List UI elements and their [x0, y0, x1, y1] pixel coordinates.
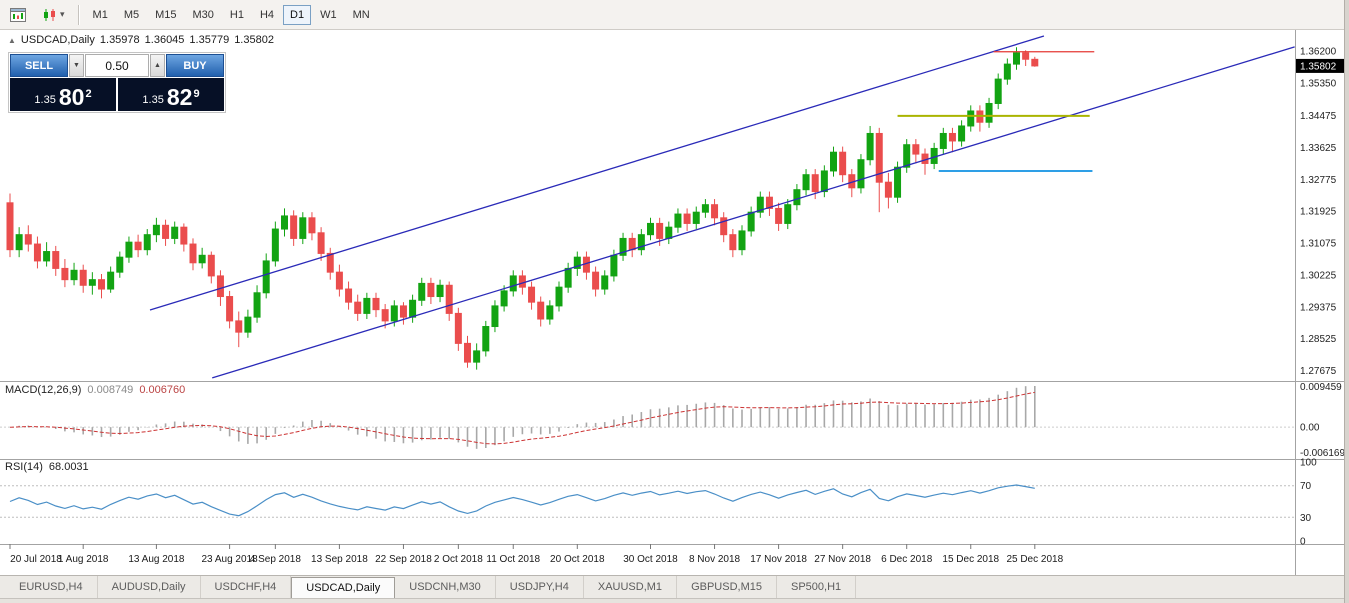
macd-signal-value: 0.006760 [139, 384, 186, 396]
one-click-trading-panel: SELL ▼ ▲ BUY 1.35 80 2 1.35 82 9 [8, 52, 226, 113]
macd-name: MACD(12,26,9) [5, 384, 82, 396]
chart-tab-usdcnh[interactable]: USDCNH,M30 [395, 576, 496, 598]
svg-text:1.30225: 1.30225 [1300, 270, 1337, 281]
svg-text:6 Dec 2018: 6 Dec 2018 [881, 554, 933, 565]
toolbar-separator [77, 4, 80, 25]
chart-symbol-label: USDCAD,Daily [20, 34, 95, 46]
svg-text:30 Oct 2018: 30 Oct 2018 [623, 554, 678, 565]
svg-text:1.36200: 1.36200 [1300, 46, 1337, 57]
timeframe-group: M1 M5 M15 M30 H1 H4 D1 W1 MN [85, 4, 378, 25]
svg-text:30: 30 [1300, 513, 1312, 524]
svg-text:23 Aug 2018: 23 Aug 2018 [202, 554, 259, 565]
ohlc-open: 1.35978 [99, 34, 140, 46]
svg-text:0.009459: 0.009459 [1300, 382, 1342, 393]
ask-big-digits: 82 [166, 84, 193, 110]
svg-text:1.31925: 1.31925 [1300, 207, 1337, 218]
bid-price-display[interactable]: 1.35 80 2 [10, 78, 116, 111]
chart-window-glyph [10, 7, 26, 22]
chart-tab-audusd[interactable]: AUDUSD,Daily [98, 576, 201, 598]
timeframe-mn-button[interactable]: MN [346, 5, 377, 25]
ask-price-display[interactable]: 1.35 82 9 [118, 78, 224, 111]
chart-tab-gbpusd[interactable]: GBPUSD,M15 [677, 576, 777, 598]
chart-title: ▲ USDCAD,Daily 1.35978 1.36045 1.35779 1… [8, 34, 274, 46]
ohlc-high: 1.36045 [144, 34, 185, 46]
svg-text:20 Oct 2018: 20 Oct 2018 [550, 554, 605, 565]
svg-text:1.34475: 1.34475 [1300, 111, 1337, 122]
chart-tab-xauusd[interactable]: XAUUSD,M1 [584, 576, 678, 598]
bid-prefix: 1.35 [34, 94, 56, 106]
svg-text:1.28525: 1.28525 [1300, 334, 1337, 345]
svg-text:0.00: 0.00 [1300, 423, 1320, 434]
lot-size-input[interactable] [85, 54, 149, 77]
status-bar-sliver [0, 598, 1349, 603]
timeframe-m15-button[interactable]: M15 [148, 5, 183, 25]
svg-text:25 Dec 2018: 25 Dec 2018 [1006, 554, 1063, 565]
svg-text:1.27675: 1.27675 [1300, 366, 1337, 377]
svg-text:1.31075: 1.31075 [1300, 239, 1337, 250]
ask-pipette: 9 [193, 88, 200, 100]
svg-text:2 Oct 2018: 2 Oct 2018 [434, 554, 483, 565]
timeframe-h1-button[interactable]: H1 [223, 5, 251, 25]
chart-style-dropdown[interactable]: ▾ [35, 4, 72, 26]
svg-text:15 Dec 2018: 15 Dec 2018 [942, 554, 999, 565]
svg-text:1.29375: 1.29375 [1300, 302, 1337, 313]
bid-pipette: 2 [85, 88, 92, 100]
svg-text:1.33625: 1.33625 [1300, 143, 1337, 154]
svg-text:8 Nov 2018: 8 Nov 2018 [689, 554, 741, 565]
timeframe-h4-button[interactable]: H4 [253, 5, 281, 25]
timeframe-m5-button[interactable]: M5 [117, 5, 146, 25]
ask-prefix: 1.35 [142, 94, 164, 106]
chart-tab-eurusd[interactable]: EURUSD,H4 [5, 576, 98, 598]
svg-text:70: 70 [1300, 481, 1312, 492]
buy-button[interactable]: BUY [166, 54, 224, 77]
svg-text:13 Sep 2018: 13 Sep 2018 [311, 554, 368, 565]
svg-text:1.32775: 1.32775 [1300, 175, 1337, 186]
ohlc-close: 1.35802 [234, 34, 274, 46]
svg-text:27 Nov 2018: 27 Nov 2018 [814, 554, 871, 565]
svg-text:22 Sep 2018: 22 Sep 2018 [375, 554, 432, 565]
lot-increase-button[interactable]: ▲ [150, 54, 165, 77]
svg-text:100: 100 [1300, 458, 1317, 469]
rsi-pane-label: RSI(14) 68.0031 [5, 461, 89, 473]
svg-text:4 Sep 2018: 4 Sep 2018 [250, 554, 302, 565]
bid-big-digits: 80 [58, 84, 85, 110]
timeframe-m30-button[interactable]: M30 [186, 5, 221, 25]
one-click-collapse-button[interactable]: ▲ [8, 35, 16, 45]
chart-tab-usdchf[interactable]: USDCHF,H4 [201, 576, 292, 598]
timeframe-m1-button[interactable]: M1 [86, 5, 115, 25]
lot-size-spinner: ▼ ▲ [69, 54, 165, 77]
svg-text:1.35350: 1.35350 [1300, 78, 1337, 89]
window-right-border [1344, 0, 1349, 603]
timeframe-d1-button[interactable]: D1 [283, 4, 312, 25]
macd-value: 0.008749 [87, 384, 134, 396]
ohlc-low: 1.35779 [189, 34, 230, 46]
chart-tab-usdjpy[interactable]: USDJPY,H4 [496, 576, 584, 598]
macd-pane-label: MACD(12,26,9) 0.008749 0.006760 [5, 384, 185, 396]
price-chart-canvas[interactable]: 1.36200 1.35350 1.34475 1.33625 1.32775 1.319… [0, 30, 1349, 575]
lot-decrease-button[interactable]: ▼ [69, 54, 84, 77]
svg-text:13 Aug 2018: 13 Aug 2018 [128, 554, 185, 565]
chart-window-icon[interactable] [3, 4, 33, 26]
svg-text:1 Aug 2018: 1 Aug 2018 [58, 554, 109, 565]
rsi-name: RSI(14) [5, 461, 43, 473]
chart-tab-usdcad[interactable]: USDCAD,Daily [291, 577, 396, 598]
svg-text:-0.006169: -0.006169 [1300, 448, 1345, 459]
chart-tab-sp500[interactable]: SP500,H1 [777, 576, 857, 598]
svg-text:20 Jul 2018: 20 Jul 2018 [10, 554, 62, 565]
sell-button[interactable]: SELL [10, 54, 68, 77]
candlestick-style-icon [44, 8, 55, 21]
chevron-down-icon: ▾ [60, 9, 65, 19]
timeframe-w1-button[interactable]: W1 [313, 5, 344, 25]
svg-text:0: 0 [1300, 537, 1306, 548]
svg-text:17 Nov 2018: 17 Nov 2018 [750, 554, 807, 565]
rsi-value: 68.0031 [48, 461, 89, 473]
svg-text:11 Oct 2018: 11 Oct 2018 [486, 554, 540, 565]
top-toolbar: ▾ M1 M5 M15 M30 H1 H4 D1 W1 MN [0, 0, 1349, 30]
svg-text:1.35802: 1.35802 [1300, 61, 1337, 72]
chart-tab-bar: EURUSD,H4 AUDUSD,Daily USDCHF,H4 USDCAD,Dai… [0, 575, 1349, 598]
